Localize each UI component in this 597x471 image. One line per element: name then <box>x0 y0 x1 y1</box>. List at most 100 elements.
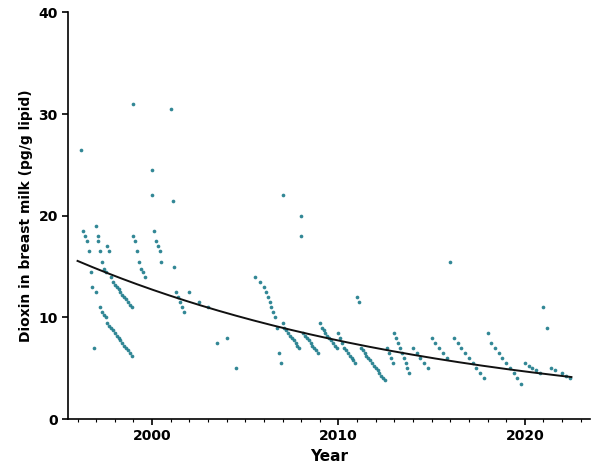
Point <box>93 237 103 245</box>
Point <box>116 336 125 343</box>
Point <box>287 334 297 341</box>
Point <box>279 324 289 332</box>
Point <box>442 354 451 362</box>
Point <box>103 243 112 250</box>
Point <box>364 354 373 362</box>
Point <box>332 344 341 352</box>
Point <box>520 359 530 367</box>
Point <box>86 268 96 276</box>
Point <box>360 349 370 357</box>
Point <box>298 329 308 336</box>
Point <box>343 349 353 357</box>
Point <box>184 288 194 296</box>
Point <box>88 283 97 291</box>
Point <box>291 339 300 347</box>
Point <box>293 342 302 349</box>
Point <box>349 357 358 364</box>
Point <box>498 354 507 362</box>
Point <box>99 312 109 319</box>
Point <box>405 370 414 377</box>
Point <box>282 326 291 333</box>
Point <box>104 248 114 255</box>
Point <box>259 283 269 291</box>
Point <box>479 374 488 382</box>
Point <box>119 293 129 301</box>
Point <box>416 354 425 362</box>
Point <box>352 293 362 301</box>
Point <box>93 232 103 240</box>
Point <box>116 288 125 296</box>
Point <box>330 342 340 349</box>
Point <box>149 227 159 235</box>
Point <box>121 344 131 352</box>
Point <box>487 339 496 347</box>
Point <box>170 263 179 270</box>
Point <box>395 344 405 352</box>
Point <box>297 212 306 219</box>
Point <box>561 373 571 380</box>
Point <box>334 329 343 336</box>
Point <box>127 352 136 360</box>
Point <box>390 329 399 336</box>
Point <box>365 357 375 364</box>
Point <box>261 288 270 296</box>
Point <box>483 329 493 336</box>
Point <box>371 365 380 372</box>
Point <box>278 319 287 326</box>
Point <box>399 354 408 362</box>
Point <box>535 370 544 377</box>
Point <box>80 232 90 240</box>
Point <box>513 374 522 382</box>
Point <box>324 334 334 341</box>
Point <box>274 349 284 357</box>
Point <box>435 344 444 352</box>
Point <box>151 237 161 245</box>
Point <box>387 359 397 367</box>
Point <box>108 278 118 285</box>
Point <box>91 222 101 230</box>
Point <box>464 354 473 362</box>
Point <box>140 273 149 281</box>
Point <box>90 344 99 352</box>
Point <box>112 283 121 291</box>
Point <box>106 324 116 332</box>
Point <box>358 346 368 354</box>
Point <box>264 299 274 306</box>
Point <box>104 322 114 329</box>
Point <box>284 329 293 336</box>
Point <box>501 359 511 367</box>
Point <box>377 373 386 380</box>
Point <box>95 303 104 311</box>
Point <box>453 339 463 347</box>
Point <box>356 344 365 352</box>
Point <box>125 301 134 309</box>
Point <box>326 336 336 343</box>
Point <box>294 344 304 352</box>
Point <box>125 349 134 357</box>
Point <box>460 349 470 357</box>
Point <box>269 309 278 316</box>
Point <box>166 105 176 113</box>
Point <box>307 342 317 349</box>
Point <box>179 309 189 316</box>
Point <box>393 339 403 347</box>
Point <box>408 344 418 352</box>
Point <box>375 370 384 377</box>
Point <box>136 265 146 272</box>
Point <box>311 346 321 354</box>
Point <box>97 258 106 265</box>
Point <box>362 352 371 360</box>
Point <box>101 314 110 321</box>
Point <box>380 377 390 384</box>
Point <box>133 248 142 255</box>
Point <box>138 268 147 276</box>
Point <box>397 349 407 357</box>
Point <box>558 370 567 377</box>
Point <box>384 349 393 357</box>
Point <box>490 344 500 352</box>
Point <box>222 334 232 341</box>
Point <box>531 366 541 374</box>
Point <box>402 365 412 372</box>
Point <box>194 299 204 306</box>
Point <box>285 332 295 340</box>
